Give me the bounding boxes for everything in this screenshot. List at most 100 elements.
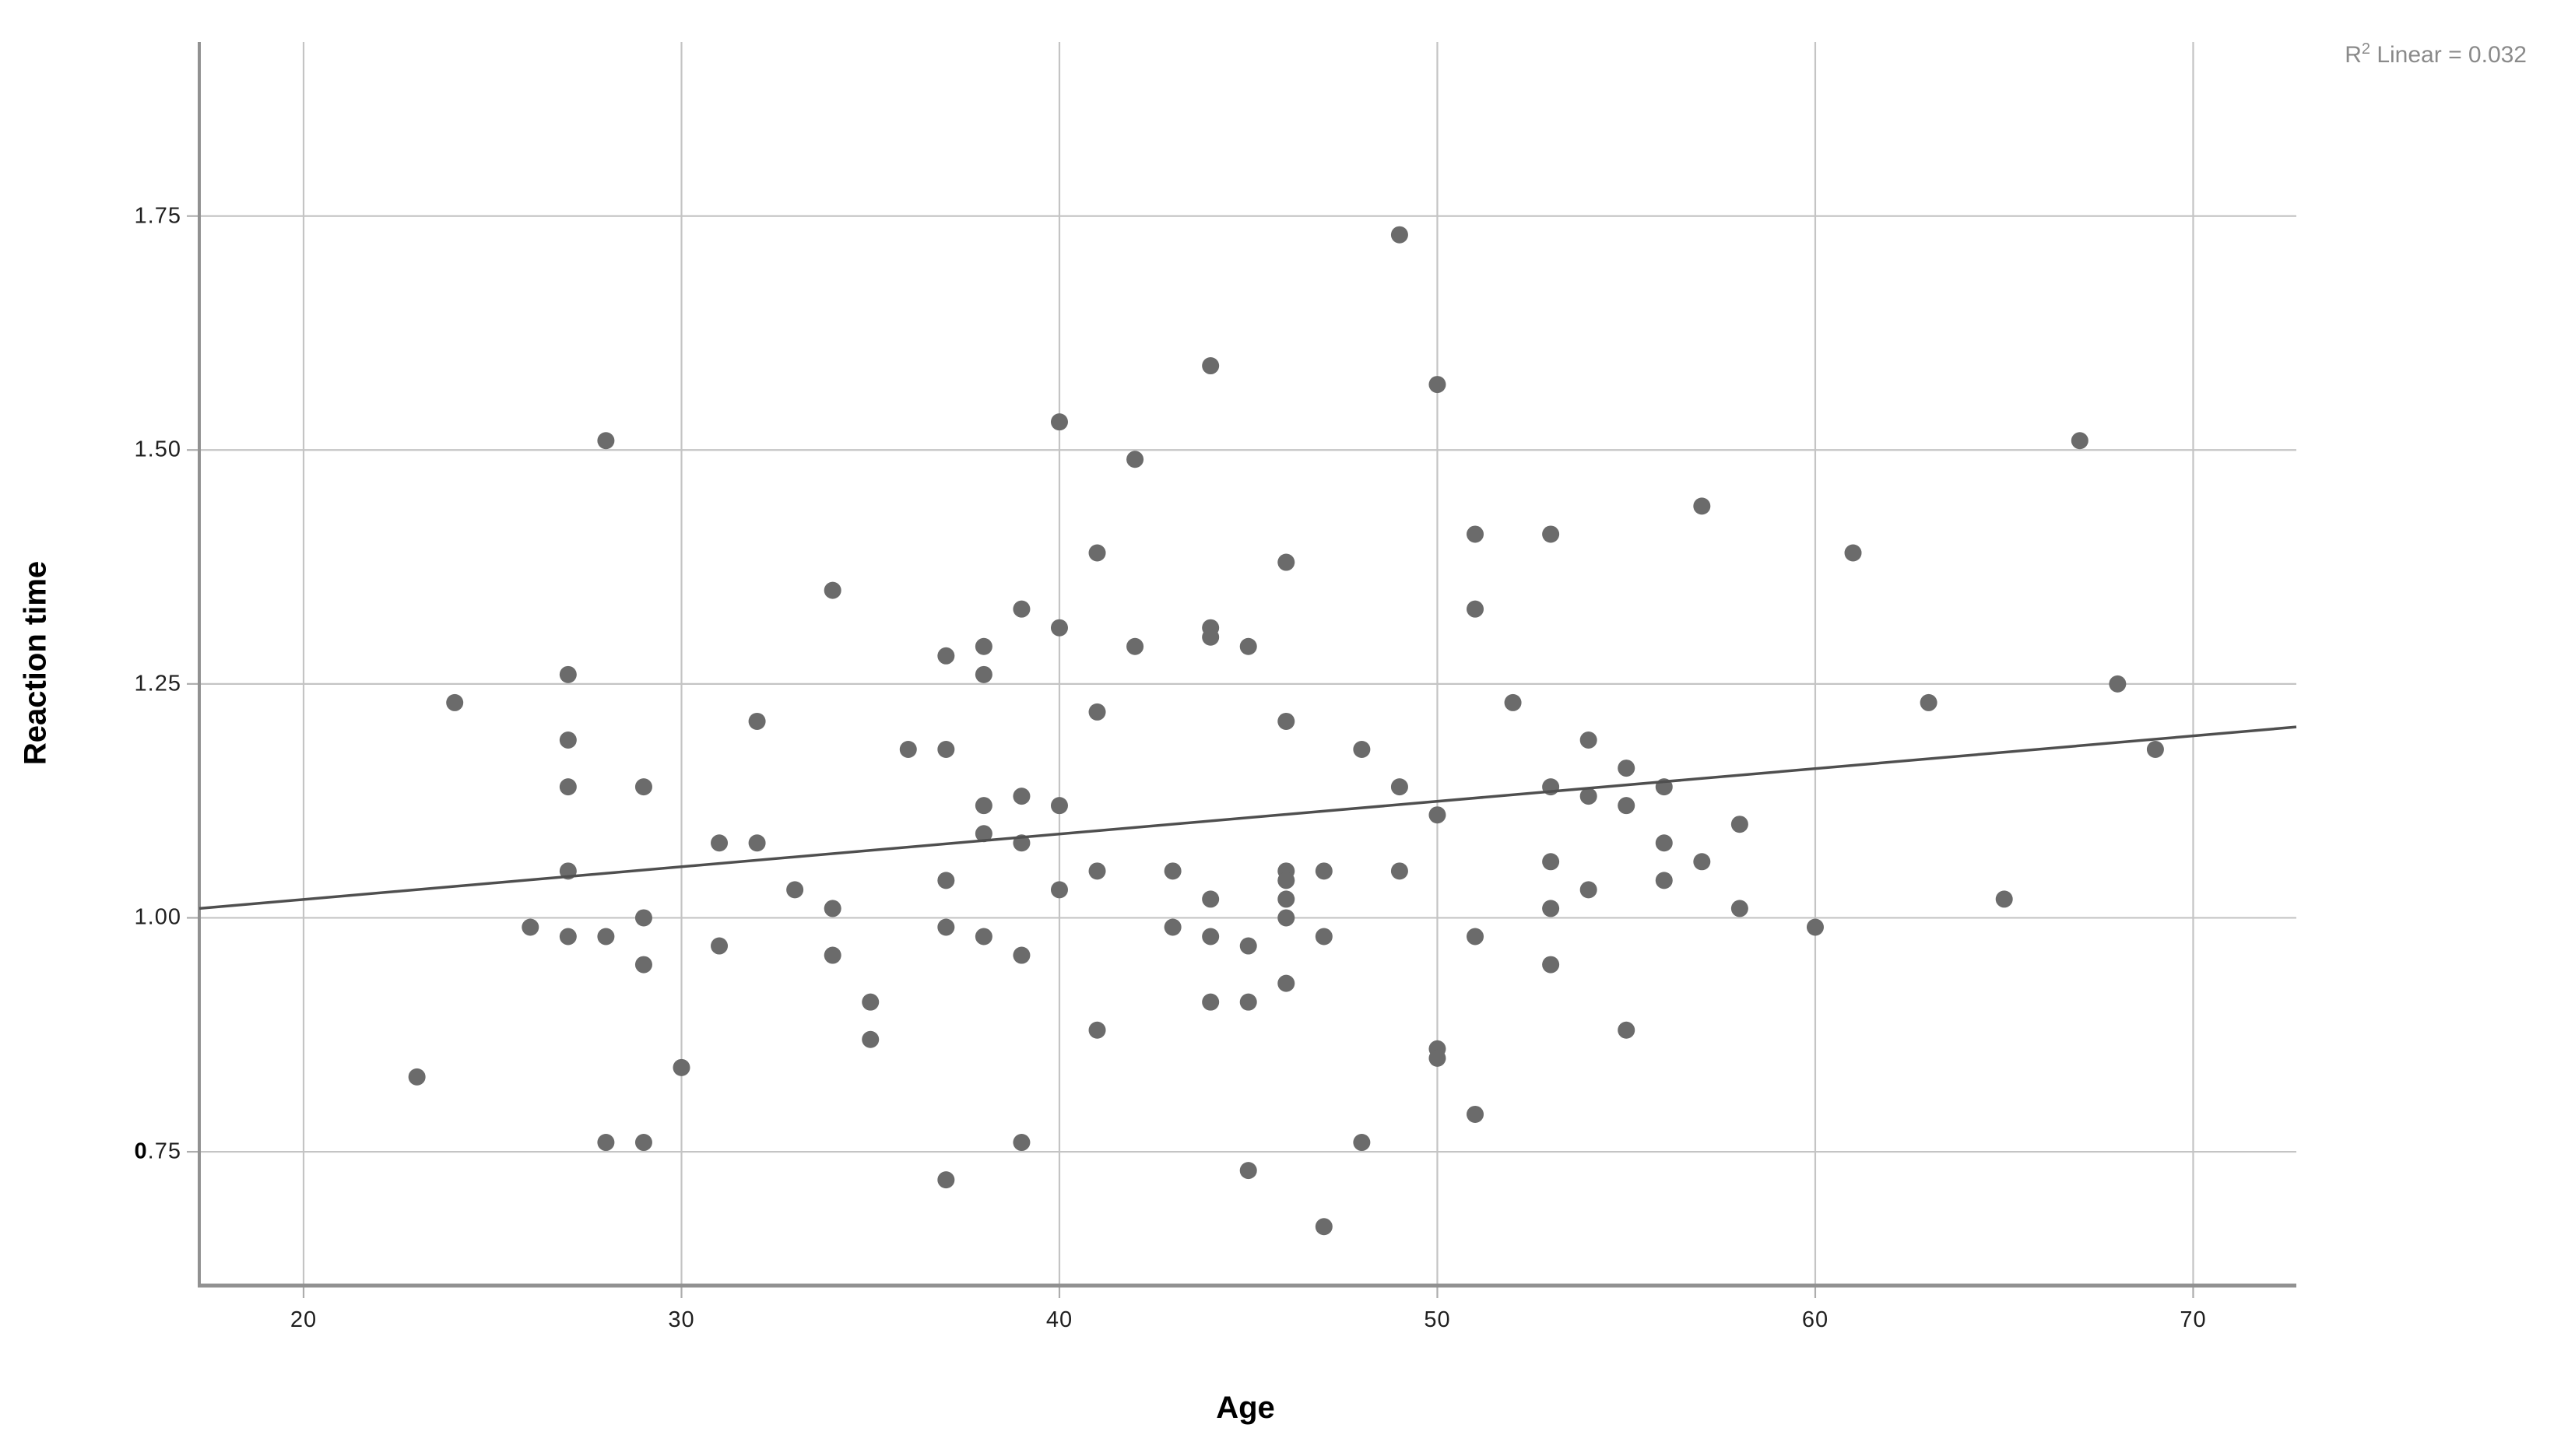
scatter-points xyxy=(408,226,2164,1236)
data-point xyxy=(559,928,577,946)
data-point xyxy=(1618,760,1635,777)
data-point xyxy=(1239,937,1257,955)
data-point xyxy=(522,918,539,936)
data-point xyxy=(1239,993,1257,1011)
data-point xyxy=(975,637,992,655)
data-point xyxy=(824,900,841,917)
x-tick-label: 70 xyxy=(2180,1307,2207,1332)
data-point xyxy=(975,665,992,683)
data-point xyxy=(1655,834,1673,852)
data-point xyxy=(1542,900,1560,917)
data-point xyxy=(1277,872,1295,889)
data-point xyxy=(1693,853,1711,871)
data-point xyxy=(2146,741,2164,759)
x-tick-label: 30 xyxy=(668,1307,695,1332)
data-point xyxy=(1730,816,1748,833)
data-point xyxy=(1277,909,1295,927)
data-point xyxy=(1050,619,1068,637)
data-point xyxy=(711,937,729,955)
data-point xyxy=(1428,806,1446,824)
data-point xyxy=(1579,731,1597,749)
data-point xyxy=(1693,497,1711,515)
data-point xyxy=(1239,1162,1257,1180)
data-point xyxy=(1542,525,1560,543)
data-point xyxy=(1390,862,1408,880)
data-point xyxy=(1428,376,1446,394)
data-point xyxy=(786,881,804,899)
data-point xyxy=(1202,993,1220,1011)
data-point xyxy=(1542,853,1560,871)
data-point xyxy=(899,741,917,759)
x-tick-label: 20 xyxy=(290,1307,318,1332)
data-point xyxy=(937,1171,955,1189)
data-point xyxy=(1050,413,1068,431)
data-point xyxy=(1844,544,1862,562)
y-tick-label: 1.75 xyxy=(134,203,181,229)
data-point xyxy=(1428,1049,1446,1067)
x-tick-label: 60 xyxy=(1801,1307,1829,1332)
data-point xyxy=(1088,703,1106,721)
data-point xyxy=(975,825,992,843)
data-point xyxy=(937,872,955,889)
data-point xyxy=(937,741,955,759)
data-point xyxy=(1542,956,1560,974)
data-point xyxy=(1239,637,1257,655)
data-point xyxy=(1013,946,1031,964)
y-axis-title: Reaction time xyxy=(18,560,53,766)
data-point xyxy=(1164,862,1182,880)
data-point xyxy=(634,778,652,796)
data-point xyxy=(975,928,992,946)
data-point xyxy=(824,946,841,964)
data-point xyxy=(2071,432,2088,450)
data-point xyxy=(1390,778,1408,796)
data-point xyxy=(1088,1021,1106,1039)
data-point xyxy=(1655,872,1673,889)
data-point xyxy=(824,581,841,599)
data-point xyxy=(1277,553,1295,571)
data-point xyxy=(1202,890,1220,908)
regression-fit-line xyxy=(198,725,2297,910)
data-point xyxy=(1164,918,1182,936)
data-point xyxy=(1013,788,1031,805)
data-point xyxy=(1202,628,1220,646)
r2-text: Linear = 0.032 xyxy=(2370,42,2527,68)
r2-base: R xyxy=(2345,42,2362,68)
data-point xyxy=(634,956,652,974)
data-point xyxy=(1579,881,1597,899)
x-tick-label: 50 xyxy=(1424,1307,1451,1332)
data-point xyxy=(597,928,615,946)
data-point xyxy=(1806,918,1824,936)
data-point xyxy=(1920,693,1937,711)
data-point xyxy=(1467,928,1484,946)
data-point xyxy=(1277,890,1295,908)
data-point xyxy=(1579,788,1597,805)
data-point xyxy=(1088,544,1106,562)
data-point xyxy=(1467,525,1484,543)
data-point xyxy=(559,665,577,683)
data-point xyxy=(1618,1021,1635,1039)
r-squared-annotation: R2 Linear = 0.032 xyxy=(2345,40,2527,68)
data-point xyxy=(1467,1105,1484,1123)
r2-superscript: 2 xyxy=(2361,40,2370,58)
data-point xyxy=(1730,900,1748,917)
y-tick-label: 1.50 xyxy=(134,437,181,462)
data-point xyxy=(1995,890,2013,908)
data-point xyxy=(1013,1134,1031,1152)
data-point xyxy=(711,834,729,852)
x-tick-label: 40 xyxy=(1045,1307,1073,1332)
data-point xyxy=(748,834,766,852)
data-point xyxy=(1277,712,1295,730)
data-point xyxy=(1126,637,1144,655)
data-point xyxy=(2109,675,2127,693)
gridlines xyxy=(199,42,2296,1286)
data-point xyxy=(1013,600,1031,618)
data-point xyxy=(862,1030,880,1048)
data-point xyxy=(597,1134,615,1152)
data-point xyxy=(748,712,766,730)
data-point xyxy=(937,647,955,665)
data-point xyxy=(1618,797,1635,815)
data-point xyxy=(1202,928,1220,946)
data-point xyxy=(1353,741,1371,759)
data-point xyxy=(1050,881,1068,899)
